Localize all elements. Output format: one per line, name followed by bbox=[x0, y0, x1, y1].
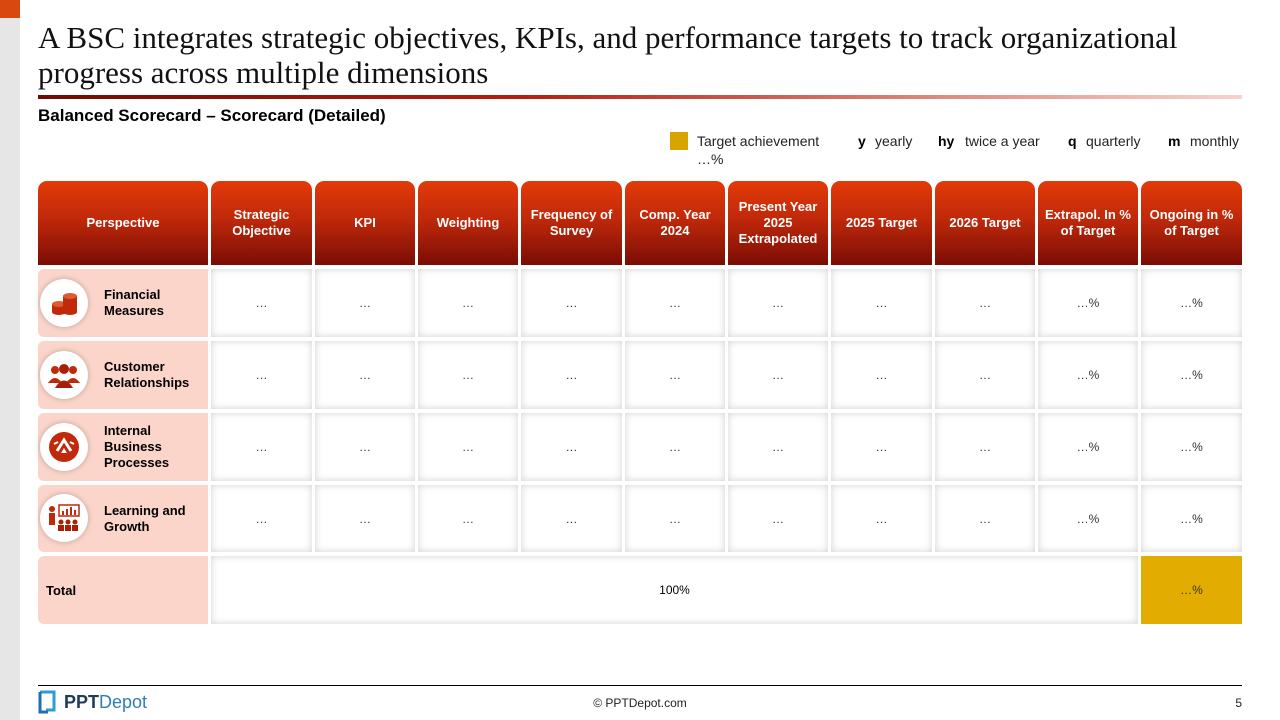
title-divider bbox=[38, 95, 1242, 99]
perspective-internal: Internal Business Processes bbox=[38, 413, 208, 481]
column-header-kpi: KPI bbox=[315, 181, 415, 265]
cell-internal-frequency: … bbox=[521, 413, 622, 481]
cell-customer-frequency: … bbox=[521, 341, 622, 409]
cell-learning-2025-target: … bbox=[831, 485, 932, 552]
pptdepot-logo-icon bbox=[38, 690, 56, 714]
column-header-2026-target: 2026 Target bbox=[935, 181, 1035, 265]
cell-financial-objective: … bbox=[211, 269, 312, 337]
cell-learning-ongoing: …% bbox=[1141, 485, 1242, 552]
cell-customer-comp-year: … bbox=[625, 341, 725, 409]
legend-label-monthly: monthly bbox=[1190, 133, 1240, 149]
cell-learning-present-year: … bbox=[728, 485, 828, 552]
total-weighting: 100% bbox=[211, 556, 1138, 624]
legend-label-twice-a-year: twice a year bbox=[965, 133, 1040, 149]
perspective-label-internal: Internal Business Processes bbox=[104, 423, 170, 470]
column-header-perspective: Perspective bbox=[38, 181, 208, 265]
cell-learning-extrapol: …% bbox=[1038, 485, 1138, 552]
perspective-financial: Financial Measures bbox=[38, 269, 208, 337]
cell-learning-kpi: … bbox=[315, 485, 415, 552]
cell-financial-2025-target: … bbox=[831, 269, 932, 337]
total-label: Total bbox=[38, 556, 208, 624]
pptdepot-logo: PPTDepot bbox=[38, 690, 147, 714]
cell-financial-extrapol: …% bbox=[1038, 269, 1138, 337]
cell-internal-2026-target: … bbox=[935, 413, 1035, 481]
slide-subtitle: Balanced Scorecard – Scorecard (Detailed… bbox=[38, 106, 386, 125]
cell-financial-ongoing: …% bbox=[1141, 269, 1242, 337]
cell-customer-ongoing: …% bbox=[1141, 341, 1242, 409]
cell-financial-frequency: … bbox=[521, 269, 622, 337]
perspective-label-financial: Financial Measures bbox=[104, 287, 164, 318]
cell-internal-kpi: … bbox=[315, 413, 415, 481]
cell-internal-ongoing: …% bbox=[1141, 413, 1242, 481]
legend-key-monthly: m bbox=[1168, 133, 1181, 149]
training-icon bbox=[40, 494, 88, 542]
page-number: 5 bbox=[1235, 696, 1242, 710]
cell-customer-present-year: … bbox=[728, 341, 828, 409]
column-header-frequency: Frequency of Survey bbox=[521, 181, 622, 265]
slide-title: A BSC integrates strategic objectives, K… bbox=[38, 20, 1178, 90]
column-header-present-year: Present Year 2025 Extrapolated bbox=[728, 181, 828, 265]
corner-accent bbox=[0, 0, 20, 18]
column-header-strategic-objective: Strategic Objective bbox=[211, 181, 312, 265]
cell-learning-frequency: … bbox=[521, 485, 622, 552]
coins-icon bbox=[40, 279, 88, 327]
cell-internal-objective: … bbox=[211, 413, 312, 481]
left-side-strip bbox=[0, 0, 20, 720]
column-header-extrapol-pct: Extrapol. In % of Target bbox=[1038, 181, 1138, 265]
cell-internal-weighting: … bbox=[418, 413, 518, 481]
cell-learning-objective: … bbox=[211, 485, 312, 552]
column-header-2025-target: 2025 Target bbox=[831, 181, 932, 265]
total-result: …% bbox=[1141, 556, 1242, 624]
legend-target-value: …% bbox=[697, 151, 724, 167]
cell-internal-present-year: … bbox=[728, 413, 828, 481]
perspective-label-customer: Customer Relationships bbox=[104, 359, 190, 390]
cell-customer-2026-target: … bbox=[935, 341, 1035, 409]
column-header-comp-year: Comp. Year 2024 bbox=[625, 181, 725, 265]
legend-key-twice-a-year: hy bbox=[938, 133, 955, 149]
legend-key-quarterly: q bbox=[1068, 133, 1077, 149]
cell-customer-extrapol: …% bbox=[1038, 341, 1138, 409]
perspective-customer: Customer Relationships bbox=[38, 341, 208, 409]
process-icon bbox=[40, 423, 88, 471]
cell-internal-2025-target: … bbox=[831, 413, 932, 481]
cell-learning-weighting: … bbox=[418, 485, 518, 552]
legend-key-yearly: y bbox=[858, 133, 866, 149]
footer-divider bbox=[38, 685, 1242, 686]
cell-customer-objective: … bbox=[211, 341, 312, 409]
cell-financial-weighting: … bbox=[418, 269, 518, 337]
logo-text-depot: Depot bbox=[99, 691, 148, 712]
column-header-ongoing-pct: Ongoing in % of Target bbox=[1141, 181, 1242, 265]
logo-text-ppt: PPT bbox=[64, 691, 100, 712]
legend-label-quarterly: quarterly bbox=[1086, 133, 1141, 149]
cell-financial-kpi: … bbox=[315, 269, 415, 337]
legend-target-label: Target achievement bbox=[697, 133, 820, 149]
perspective-label-learning: Learning and Growth bbox=[104, 503, 186, 534]
cell-learning-2026-target: … bbox=[935, 485, 1035, 552]
column-header-weighting: Weighting bbox=[418, 181, 518, 265]
people-icon bbox=[40, 351, 88, 399]
cell-financial-2026-target: … bbox=[935, 269, 1035, 337]
legend-label-yearly: yearly bbox=[875, 133, 913, 149]
cell-customer-weighting: … bbox=[418, 341, 518, 409]
cell-customer-2025-target: … bbox=[831, 341, 932, 409]
cell-learning-comp-year: … bbox=[625, 485, 725, 552]
footer-copyright: © PPTDepot.com bbox=[593, 696, 687, 710]
perspective-learning: Learning and Growth bbox=[38, 485, 208, 552]
cell-internal-comp-year: … bbox=[625, 413, 725, 481]
cell-customer-kpi: … bbox=[315, 341, 415, 409]
legend-target-swatch bbox=[670, 132, 688, 150]
cell-internal-extrapol: …% bbox=[1038, 413, 1138, 481]
cell-financial-present-year: … bbox=[728, 269, 828, 337]
cell-financial-comp-year: … bbox=[625, 269, 725, 337]
